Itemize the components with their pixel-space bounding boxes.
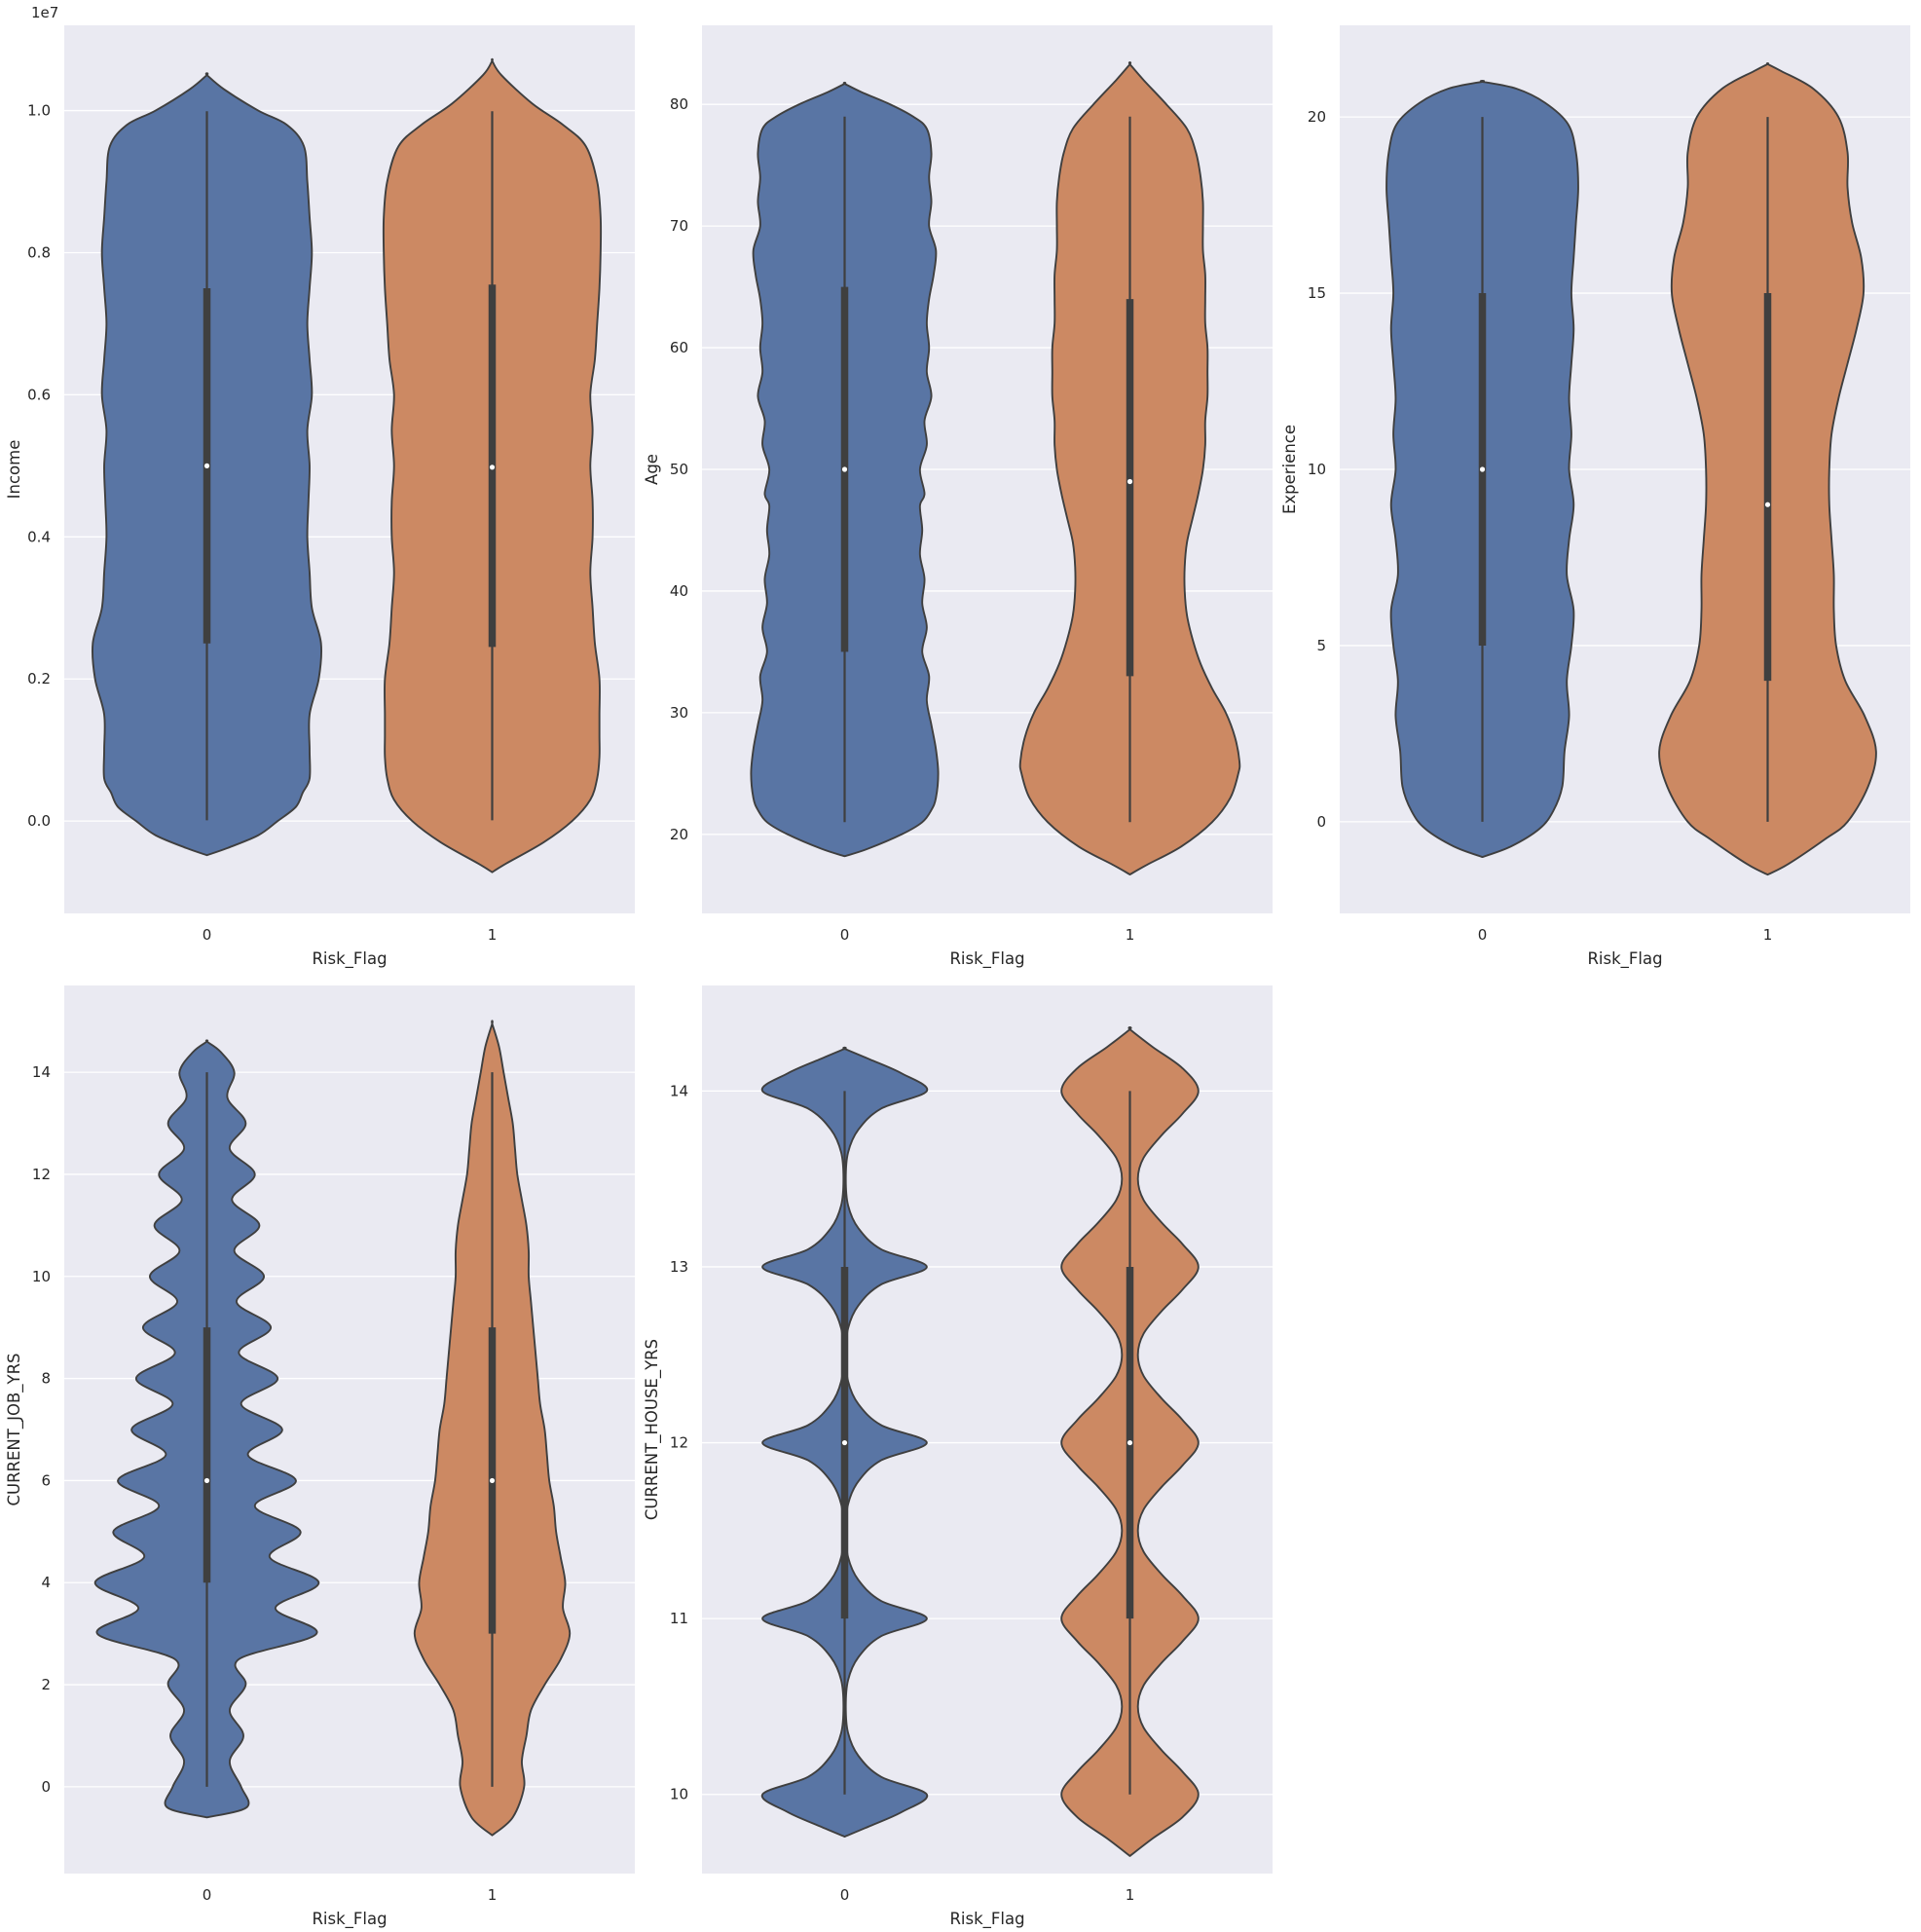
y-axis-label: CURRENT_HOUSE_YRS — [643, 1339, 662, 1520]
y-tick-label: 11 — [670, 1610, 688, 1627]
y-axis-label: Income — [5, 440, 23, 500]
x-axis-label: Risk_Flag — [1587, 949, 1662, 969]
y-tick-label: 10 — [670, 1786, 688, 1803]
y-tick-label: 12 — [32, 1166, 51, 1183]
x-tick-label: 0 — [203, 1886, 212, 1904]
median-marker-0 — [203, 1477, 210, 1484]
y-offset-label: 1e7 — [31, 4, 58, 21]
y-tick-label: 0.6 — [27, 386, 51, 403]
y-tick-label: 0.2 — [27, 670, 51, 687]
subplot-current-job-yrs: 0 2 4 6 8 10 12 14 0 1 Risk_Flag CURRENT_JOB_YRS — [5, 985, 635, 1929]
x-axis-label: Risk_Flag — [312, 1910, 387, 1929]
y-tick-label: 0 — [41, 1778, 51, 1796]
x-tick-label: 0 — [840, 926, 850, 944]
median-marker-1 — [1764, 502, 1771, 507]
y-tick-label: 40 — [670, 582, 688, 600]
x-tick-label: 1 — [1763, 926, 1773, 944]
median-marker-1 — [489, 464, 496, 470]
y-tick-label: 12 — [670, 1434, 688, 1452]
y-axis-label: CURRENT_JOB_YRS — [5, 1353, 24, 1505]
y-axis-label: Age — [643, 454, 661, 485]
x-tick-label: 0 — [840, 1886, 850, 1904]
y-tick-label: 30 — [670, 704, 688, 722]
y-tick-label: 10 — [32, 1268, 51, 1285]
y-tick-label: 6 — [41, 1471, 51, 1489]
x-tick-label: 0 — [1478, 926, 1488, 944]
y-tick-label: 2 — [41, 1676, 51, 1693]
y-tick-label: 60 — [670, 339, 688, 356]
x-tick-label: 1 — [1126, 926, 1135, 944]
y-tick-label: 0.8 — [27, 243, 51, 261]
x-tick-label: 1 — [488, 926, 498, 944]
y-axis-label: Experience — [1280, 425, 1299, 514]
median-marker-0 — [841, 1439, 848, 1446]
y-tick-label: 80 — [670, 95, 688, 113]
y-tick-label: 0 — [1316, 813, 1326, 831]
y-tick-label: 14 — [32, 1063, 51, 1081]
subplot-age: 20 30 40 50 60 70 80 0 1 Risk_Flag Age — [643, 25, 1273, 969]
median-marker-0 — [841, 466, 848, 472]
y-tick-label: 20 — [1308, 108, 1326, 126]
y-tick-label: 5 — [1316, 637, 1326, 654]
y-tick-label: 0.4 — [27, 528, 51, 545]
median-marker-1 — [489, 1477, 496, 1484]
y-tick-label: 0.0 — [27, 812, 51, 830]
y-tick-label: 70 — [670, 217, 688, 235]
x-tick-label: 0 — [203, 926, 212, 944]
x-tick-label: 1 — [488, 1886, 498, 1904]
subplot-income: 0.0 0.2 0.4 0.6 0.8 1.0 0 1 Risk_Flag Income 1e7 — [5, 4, 635, 969]
x-axis-label: Risk_Flag — [949, 949, 1024, 969]
y-tick-label: 10 — [1308, 461, 1326, 478]
y-tick-label: 15 — [1308, 284, 1326, 302]
y-tick-label: 20 — [670, 826, 688, 843]
y-tick-label: 1.0 — [27, 102, 51, 120]
median-marker-1 — [1127, 478, 1133, 485]
median-marker-1 — [1127, 1439, 1133, 1446]
subplot-current-house-yrs: 10 11 12 13 14 0 1 Risk_Flag CURRENT_HOUSE_YRS — [643, 985, 1273, 1929]
median-marker-0 — [203, 463, 210, 468]
x-axis-label: Risk_Flag — [312, 949, 387, 969]
subplot-experience: 0 5 10 15 20 0 1 Risk_Flag Experience — [1280, 25, 1910, 969]
x-tick-label: 1 — [1126, 1886, 1135, 1904]
y-tick-label: 8 — [41, 1370, 51, 1388]
x-axis-label: Risk_Flag — [949, 1910, 1024, 1929]
y-tick-label: 13 — [670, 1258, 688, 1276]
y-tick-label: 4 — [41, 1574, 51, 1591]
y-tick-label: 14 — [670, 1082, 688, 1099]
y-tick-label: 50 — [670, 461, 688, 478]
median-marker-0 — [1479, 466, 1486, 472]
